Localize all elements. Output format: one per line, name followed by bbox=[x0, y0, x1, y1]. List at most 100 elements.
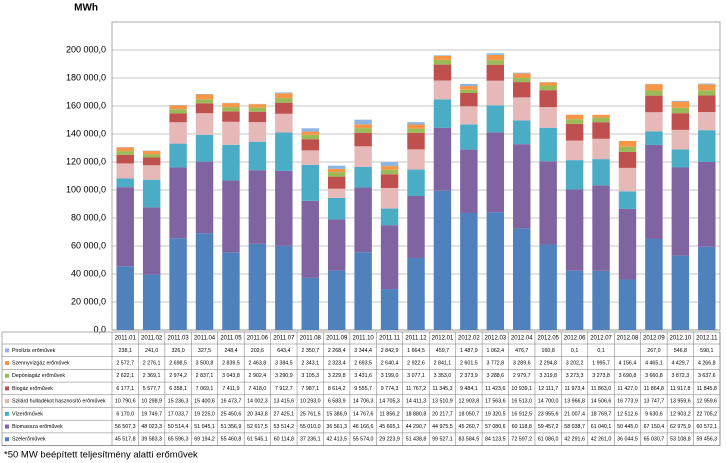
table-value: 7 418,0 bbox=[249, 386, 267, 392]
table-value: 23 955,6 bbox=[538, 411, 559, 417]
table-value: 11 973,4 bbox=[564, 386, 584, 392]
y-tick-label: 20 000,0 bbox=[71, 296, 106, 306]
table-value: 9 484,1 bbox=[460, 386, 478, 392]
bar-segment bbox=[671, 101, 690, 108]
bar-segment bbox=[486, 53, 505, 55]
bar-segment bbox=[407, 149, 425, 170]
table-value: 10 790,6 bbox=[115, 399, 136, 405]
table-value: 45 260,7 bbox=[459, 424, 480, 430]
bar-segment bbox=[301, 277, 319, 330]
table-value: 62 975,9 bbox=[670, 424, 691, 430]
bar-segment bbox=[592, 114, 610, 118]
table-value: 18 769,7 bbox=[591, 411, 612, 417]
table-value: 61 086,0 bbox=[538, 437, 559, 443]
bar-segment bbox=[671, 167, 690, 256]
table-value: 2 463,8 bbox=[249, 360, 267, 366]
bar-segment bbox=[513, 73, 531, 78]
table-value: 17 033,7 bbox=[168, 411, 189, 417]
table-value: 8 614,2 bbox=[328, 386, 346, 392]
table-value: 2 294,8 bbox=[539, 360, 557, 366]
bar-segment bbox=[618, 146, 637, 152]
bar-segment bbox=[592, 185, 610, 271]
table-value: 3 077,1 bbox=[407, 373, 425, 379]
x-tick-label: 2012.08 bbox=[617, 336, 639, 342]
table-value: 4 429,7 bbox=[672, 360, 690, 366]
bar-segment bbox=[433, 190, 452, 330]
table-value: 61 545,1 bbox=[247, 437, 268, 443]
table-value: 67 150,4 bbox=[644, 424, 665, 430]
table-value: 21 007,4 bbox=[564, 411, 585, 417]
bar-segment bbox=[698, 83, 716, 85]
table-value: 4 465,1 bbox=[645, 360, 663, 366]
bar-segment bbox=[486, 132, 505, 213]
x-tick-label: 2012.07 bbox=[590, 336, 612, 342]
table-value: 3 384,5 bbox=[275, 360, 293, 366]
bar-segment bbox=[698, 112, 716, 131]
bar-segment bbox=[354, 187, 372, 253]
bar-segment bbox=[327, 168, 346, 173]
table-value: 2 343,1 bbox=[301, 360, 319, 366]
bar-segment bbox=[618, 191, 637, 209]
bar-segment bbox=[116, 147, 134, 152]
table-value: 13 966,8 bbox=[564, 399, 585, 405]
table-value: 11 856,2 bbox=[379, 411, 399, 417]
table-value: 1 664,5 bbox=[407, 348, 425, 354]
legend-label: Biogáz erőművek bbox=[12, 386, 53, 392]
x-tick-label: 2012.04 bbox=[511, 336, 533, 342]
table-value: 1 487,9 bbox=[460, 348, 478, 354]
x-tick-label: 2012.10 bbox=[669, 336, 691, 342]
bar-segment bbox=[195, 233, 214, 330]
bar-segment bbox=[301, 200, 319, 278]
bar-segment bbox=[513, 82, 531, 98]
bar-segment bbox=[698, 130, 716, 162]
bar-segment bbox=[433, 64, 452, 81]
table-value: 14 705,3 bbox=[379, 399, 400, 405]
table-value: 29 223,9 bbox=[379, 437, 400, 443]
y-axis-label: MWh bbox=[74, 3, 98, 14]
bar-segment bbox=[222, 107, 240, 112]
legend-swatch bbox=[5, 348, 9, 353]
bar-segment bbox=[380, 187, 399, 209]
bar-segment bbox=[301, 128, 319, 132]
table-value: 11 423,6 bbox=[485, 386, 505, 392]
x-tick-label: 2012.03 bbox=[484, 336, 506, 342]
table-value: 65 596,3 bbox=[168, 437, 189, 443]
table-value: 3 202,2 bbox=[566, 360, 584, 366]
table-value: 16 912,5 bbox=[511, 411, 532, 417]
legend-label: Pirolízis erőművek bbox=[12, 348, 56, 354]
table-value: 267,0 bbox=[647, 348, 660, 354]
table-value: 3 273,3 bbox=[566, 373, 584, 379]
bar-segment bbox=[142, 150, 161, 155]
table-value: 10 298,9 bbox=[141, 399, 162, 405]
bar-segment bbox=[486, 80, 505, 106]
table-value: 2 902,4 bbox=[249, 373, 267, 379]
table-value: 25 761,5 bbox=[300, 411, 321, 417]
bar-segment bbox=[327, 172, 346, 177]
bar-segment bbox=[645, 238, 663, 330]
bar-segment bbox=[592, 159, 610, 186]
bar-segment bbox=[486, 64, 505, 81]
table-value: 19 320,5 bbox=[485, 411, 506, 417]
bar-segment bbox=[275, 98, 293, 103]
bar-segment bbox=[671, 107, 690, 114]
bar-segment bbox=[354, 128, 372, 133]
table-value: 84 123,5 bbox=[485, 437, 506, 443]
bar-segment bbox=[354, 124, 372, 129]
bar-segment bbox=[248, 170, 267, 244]
bar-segment bbox=[327, 176, 346, 189]
bar-segment bbox=[248, 122, 267, 142]
table-value: 51 438,8 bbox=[406, 437, 427, 443]
bar-segment bbox=[671, 129, 690, 150]
bar-segment bbox=[327, 197, 346, 220]
table-value: 546,8 bbox=[674, 348, 687, 354]
table-value: 6 177,1 bbox=[116, 386, 134, 392]
bar-segment bbox=[618, 167, 637, 192]
bar-segment bbox=[433, 55, 452, 56]
bar-segment bbox=[248, 243, 267, 330]
x-tick-label: 2011.04 bbox=[194, 336, 216, 342]
table-value: 20 217,7 bbox=[432, 411, 453, 417]
table-value: 10 293,0 bbox=[300, 399, 321, 405]
bar-segment bbox=[354, 119, 372, 125]
bar-segment bbox=[380, 166, 399, 170]
bar-segment bbox=[565, 123, 584, 141]
